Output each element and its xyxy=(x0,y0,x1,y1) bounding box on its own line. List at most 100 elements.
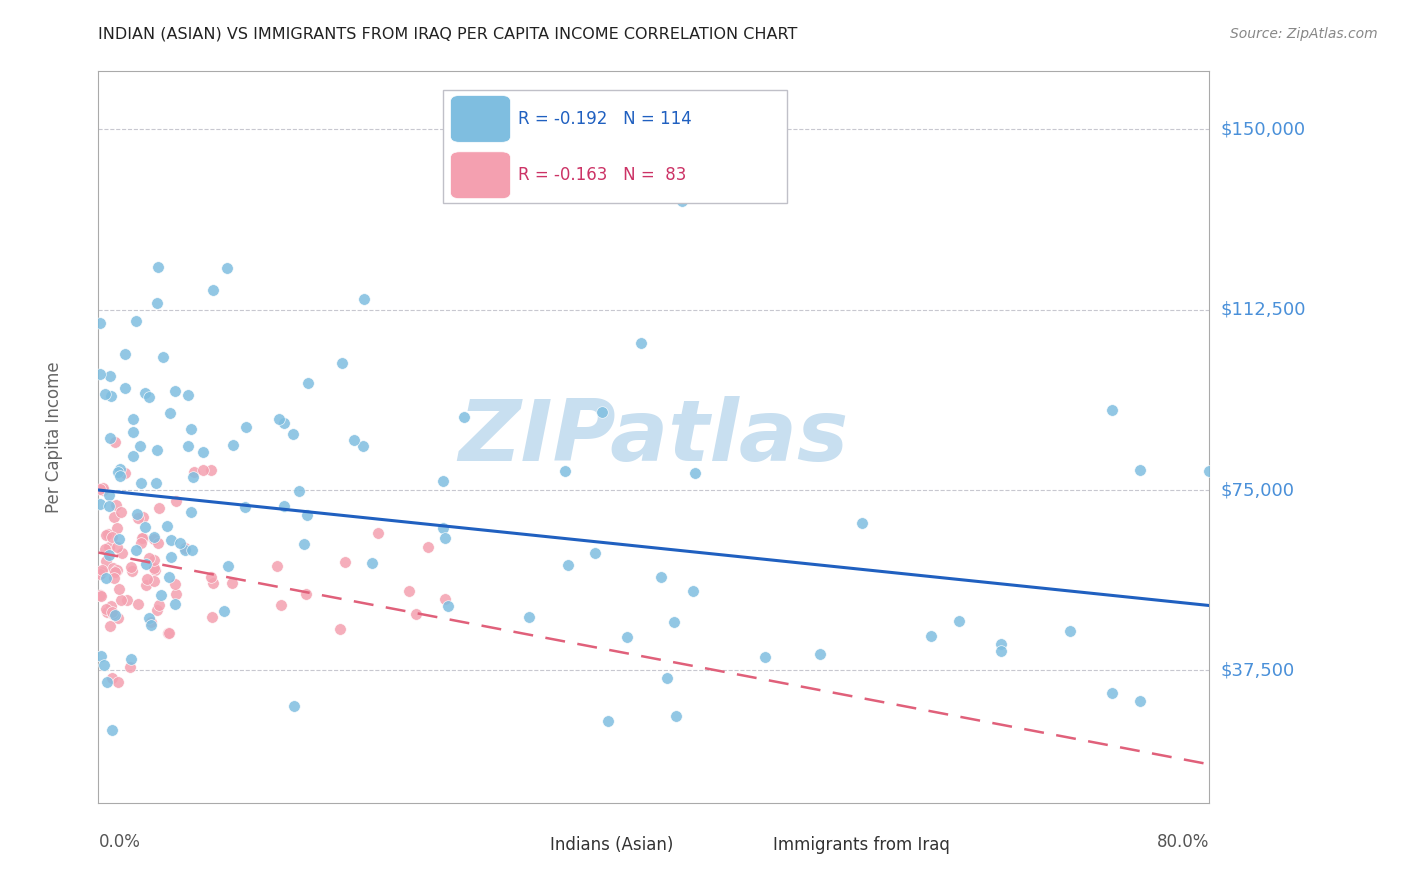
Text: $75,000: $75,000 xyxy=(1220,481,1295,499)
Point xyxy=(157,569,180,583)
Point xyxy=(183,466,205,480)
Point xyxy=(352,438,374,452)
Point xyxy=(267,411,290,425)
Text: 0.0%: 0.0% xyxy=(98,833,141,851)
Point xyxy=(139,615,162,630)
Text: $37,500: $37,500 xyxy=(1220,662,1295,680)
Point xyxy=(193,445,215,459)
Point xyxy=(662,615,685,629)
Point xyxy=(270,598,292,612)
Point xyxy=(553,464,575,478)
Point xyxy=(90,563,112,577)
Point xyxy=(98,431,121,445)
Point xyxy=(89,588,111,602)
Point xyxy=(150,588,173,602)
Point xyxy=(163,577,186,591)
Point xyxy=(174,543,197,558)
Point xyxy=(200,570,222,584)
Point xyxy=(180,542,202,557)
Point xyxy=(91,483,114,497)
Point xyxy=(432,521,454,535)
Point xyxy=(132,531,155,545)
Point xyxy=(181,469,204,483)
Point xyxy=(682,583,704,598)
Point xyxy=(157,625,180,640)
Point xyxy=(212,604,235,618)
Point xyxy=(266,559,288,574)
Point xyxy=(146,260,169,274)
Point xyxy=(104,608,127,623)
Point xyxy=(165,384,187,398)
Point xyxy=(221,575,243,590)
Point xyxy=(1059,624,1081,638)
Point xyxy=(134,520,156,534)
Text: Per Capita Income: Per Capita Income xyxy=(45,361,63,513)
Point xyxy=(146,603,169,617)
FancyBboxPatch shape xyxy=(720,829,765,862)
Point xyxy=(121,412,143,426)
Point xyxy=(810,647,832,661)
Point xyxy=(180,422,202,436)
Point xyxy=(104,434,127,449)
Point xyxy=(134,386,156,401)
Text: Source: ZipAtlas.com: Source: ZipAtlas.com xyxy=(1230,27,1378,41)
Point xyxy=(138,390,160,404)
Point xyxy=(630,336,652,351)
Point xyxy=(108,462,131,476)
Point xyxy=(100,388,122,402)
Point xyxy=(96,674,118,689)
Point xyxy=(1101,402,1123,417)
Point xyxy=(131,532,153,546)
Point xyxy=(671,194,693,209)
Point xyxy=(97,540,120,554)
Point xyxy=(135,557,157,571)
Point xyxy=(146,536,169,550)
Point xyxy=(90,589,112,603)
Point xyxy=(169,535,191,549)
Point xyxy=(104,498,127,512)
Point xyxy=(292,536,315,550)
Point xyxy=(101,530,124,544)
Point xyxy=(98,619,121,633)
Point xyxy=(145,476,167,491)
Point xyxy=(136,572,159,586)
Point xyxy=(159,533,181,548)
Point xyxy=(222,438,245,452)
Point xyxy=(180,505,202,519)
Point xyxy=(101,723,124,737)
Point xyxy=(990,644,1012,658)
Point xyxy=(160,550,183,565)
Point xyxy=(122,425,145,439)
Point xyxy=(295,587,318,601)
Point xyxy=(139,618,162,632)
Point xyxy=(103,607,125,622)
Point xyxy=(1129,694,1152,708)
Point xyxy=(118,660,141,674)
Point xyxy=(432,474,454,488)
Point xyxy=(591,405,613,419)
FancyBboxPatch shape xyxy=(450,152,510,199)
Point xyxy=(217,260,239,275)
Point xyxy=(157,625,180,640)
Point xyxy=(90,649,112,664)
Point xyxy=(152,350,174,364)
Point xyxy=(101,605,124,619)
Point xyxy=(121,564,143,578)
Point xyxy=(343,433,366,447)
FancyBboxPatch shape xyxy=(498,829,543,862)
Point xyxy=(948,615,970,629)
Text: Indians (Asian): Indians (Asian) xyxy=(551,836,673,855)
Point xyxy=(165,587,187,601)
Point xyxy=(295,508,318,522)
Point xyxy=(201,576,224,591)
Point xyxy=(115,593,138,607)
Point xyxy=(193,463,215,477)
Point xyxy=(114,347,136,361)
Point xyxy=(107,674,129,689)
Point xyxy=(122,449,145,463)
Point xyxy=(177,388,200,402)
Point xyxy=(1101,686,1123,700)
Point xyxy=(851,516,873,531)
Point xyxy=(107,465,129,479)
Point xyxy=(93,658,115,673)
